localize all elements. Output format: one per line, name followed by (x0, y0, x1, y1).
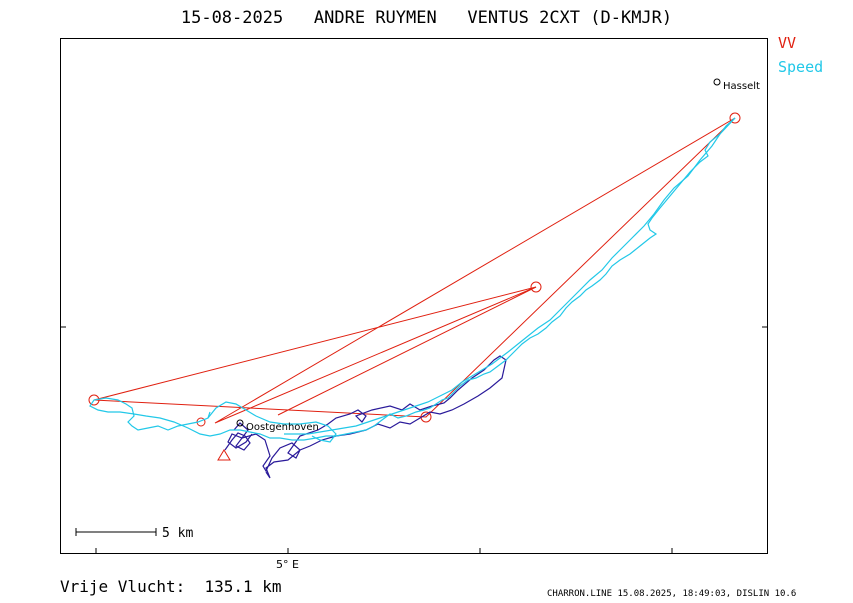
legend-vv: VV (778, 34, 797, 52)
flight-track-speed-3 (207, 401, 337, 443)
map-title: 15-08-2025 ANDRE RUYMEN VENTUS 2CXT (D-K… (180, 8, 673, 28)
flight-track-climb (224, 355, 507, 479)
turnpoint-1 (729, 112, 741, 124)
turnpoint-3 (88, 394, 100, 406)
longitude-tick-label: 5° E (276, 558, 299, 571)
start-triangle (217, 449, 231, 461)
turnpoint-2 (530, 281, 542, 293)
footer-info: CHARRON.LINE 15.08.2025, 18:49:03, DISLI… (547, 589, 797, 599)
place-label-oostgenhoven: Oostgenhoven (246, 422, 319, 433)
place-label-hasselt: Hasselt (723, 81, 760, 92)
vv-task-lines-2 (277, 286, 537, 416)
map-border (60, 38, 768, 554)
place-marker-geetbets (236, 419, 244, 427)
map-frame (60, 38, 768, 554)
vv-task-lines (93, 117, 736, 424)
distance-label: Vrije Vlucht: 135.1 km (60, 577, 282, 596)
scale-label: 5 km (162, 526, 194, 541)
legend-speed: Speed (778, 58, 824, 76)
place-marker-hasselt (713, 78, 721, 86)
flight-track-climb-2 (227, 422, 253, 449)
flight-track-speed (89, 117, 736, 441)
flight-track-speed-2 (284, 117, 736, 435)
